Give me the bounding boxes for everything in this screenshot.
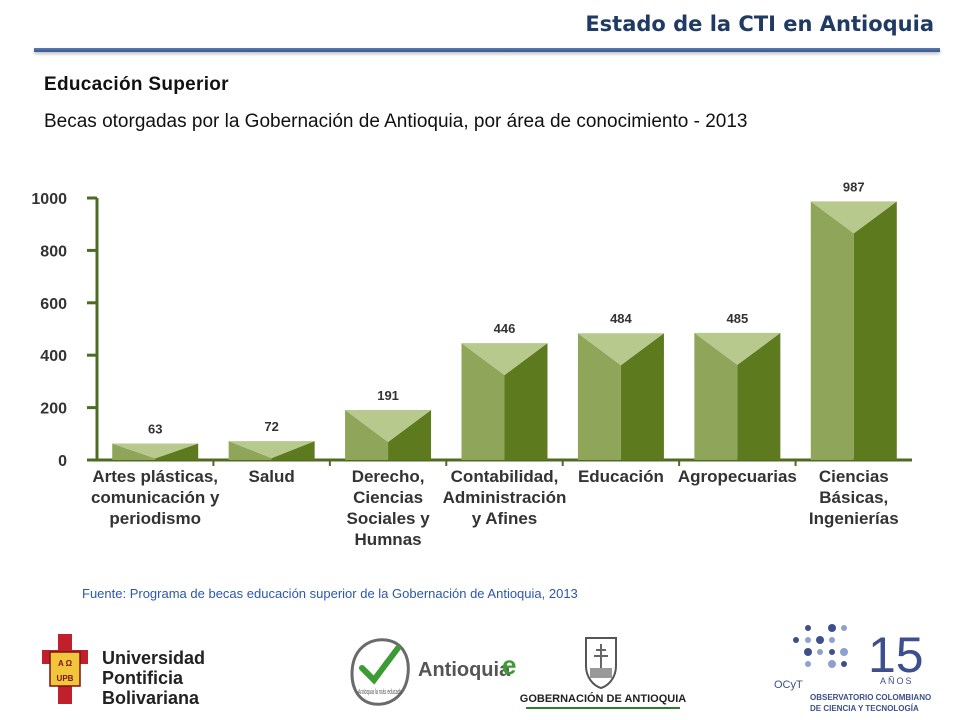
bar-data-label: 987: [843, 179, 865, 194]
antioquia-wordmark: Antioquia: [418, 659, 511, 681]
ocyt-years: AÑOS: [880, 676, 914, 686]
x-tick-label: Agropecuarias: [678, 467, 797, 486]
upb-line1: Universidad: [102, 648, 205, 668]
bar: [694, 332, 781, 460]
source-note: Fuente: Programa de becas educación supe…: [82, 586, 578, 601]
upb-line3: Bolivariana: [102, 688, 200, 708]
bar-data-label: 191: [377, 388, 399, 403]
bar: [345, 409, 432, 460]
bar-chart: 0 200 400 600 800 1000 63 72 191 446 484 485 987 Ar…: [31, 179, 912, 549]
ocyt-number: 15: [868, 627, 924, 683]
y-tick-label: 200: [40, 401, 67, 418]
bar-data-label: 63: [148, 421, 162, 436]
ocyt-line2: DE CIENCIA Y TECNOLOGÍA: [810, 704, 919, 713]
gob-text: GOBERNACIÓN DE ANTIOQUIA: [520, 692, 686, 705]
page-title: Estado de la CTI en Antioquia: [585, 12, 934, 36]
antioquia-logo: Antioquia la más educada Antioquia e: [350, 638, 516, 706]
y-tick-label: 1000: [31, 191, 67, 208]
y-tick-label: 0: [58, 453, 67, 470]
x-tick-label: Contabilidad, Administración y Afines: [443, 467, 567, 528]
bar: [228, 441, 315, 460]
ocyt-dots-icon: [793, 624, 848, 668]
bar-data-label: 484: [610, 311, 632, 326]
x-tick-label: Derecho, Ciencias Sociales y Humnas: [346, 467, 430, 549]
upb-shield-bottom: UPB: [57, 674, 74, 683]
x-tick-label: Salud: [248, 467, 294, 486]
bars-group: 63 72 191 446 484 485 987: [112, 179, 897, 460]
section-title: Educación Superior: [44, 74, 229, 95]
upb-logo: A Ω UPB Universidad Pontificia Bolivaria…: [42, 634, 205, 708]
bar: [461, 343, 548, 460]
bar-data-label: 72: [264, 419, 278, 434]
y-tick-label: 800: [40, 243, 67, 260]
bar-data-label: 446: [494, 321, 516, 336]
y-tick-label: 600: [40, 296, 67, 313]
x-tick-label: Ciencias Básicas, Ingenierías: [809, 467, 899, 528]
upb-line2: Pontificia: [102, 668, 184, 688]
antioquia-badge-icon: Antioquia la más educada: [350, 638, 410, 706]
ocyt-line1: OBSERVATORIO COLOMBIANO: [810, 693, 931, 702]
x-axis-labels: Artes plásticas, comunicación y periodismo…: [91, 467, 899, 549]
y-tick-label: 400: [40, 348, 67, 365]
x-tick-label: Artes plásticas, comunicación y periodismo: [91, 467, 220, 528]
upb-shield-top: A Ω: [58, 659, 73, 668]
chart-title: Becas otorgadas por la Gobernación de An…: [44, 111, 748, 132]
bar: [112, 443, 199, 460]
bar-data-label: 485: [727, 311, 749, 326]
antioquia-mark: e: [502, 650, 516, 680]
ocyt-logo: 15 AÑOS OCyT OBSERVATORIO COLOMBIANO DE …: [774, 624, 931, 713]
gobernacion-logo: GOBERNACIÓN DE ANTIOQUIA: [520, 637, 686, 709]
header-divider: [34, 48, 940, 52]
upb-shield-icon: A Ω UPB: [42, 634, 88, 704]
coat-of-arms-icon: [585, 637, 617, 690]
x-tick-label: Educación: [578, 467, 664, 486]
bar: [810, 201, 897, 460]
bar: [577, 333, 664, 460]
antioquia-badge-text: Antioquia la más educada: [358, 689, 402, 696]
ocyt-acronym: OCyT: [774, 679, 803, 691]
